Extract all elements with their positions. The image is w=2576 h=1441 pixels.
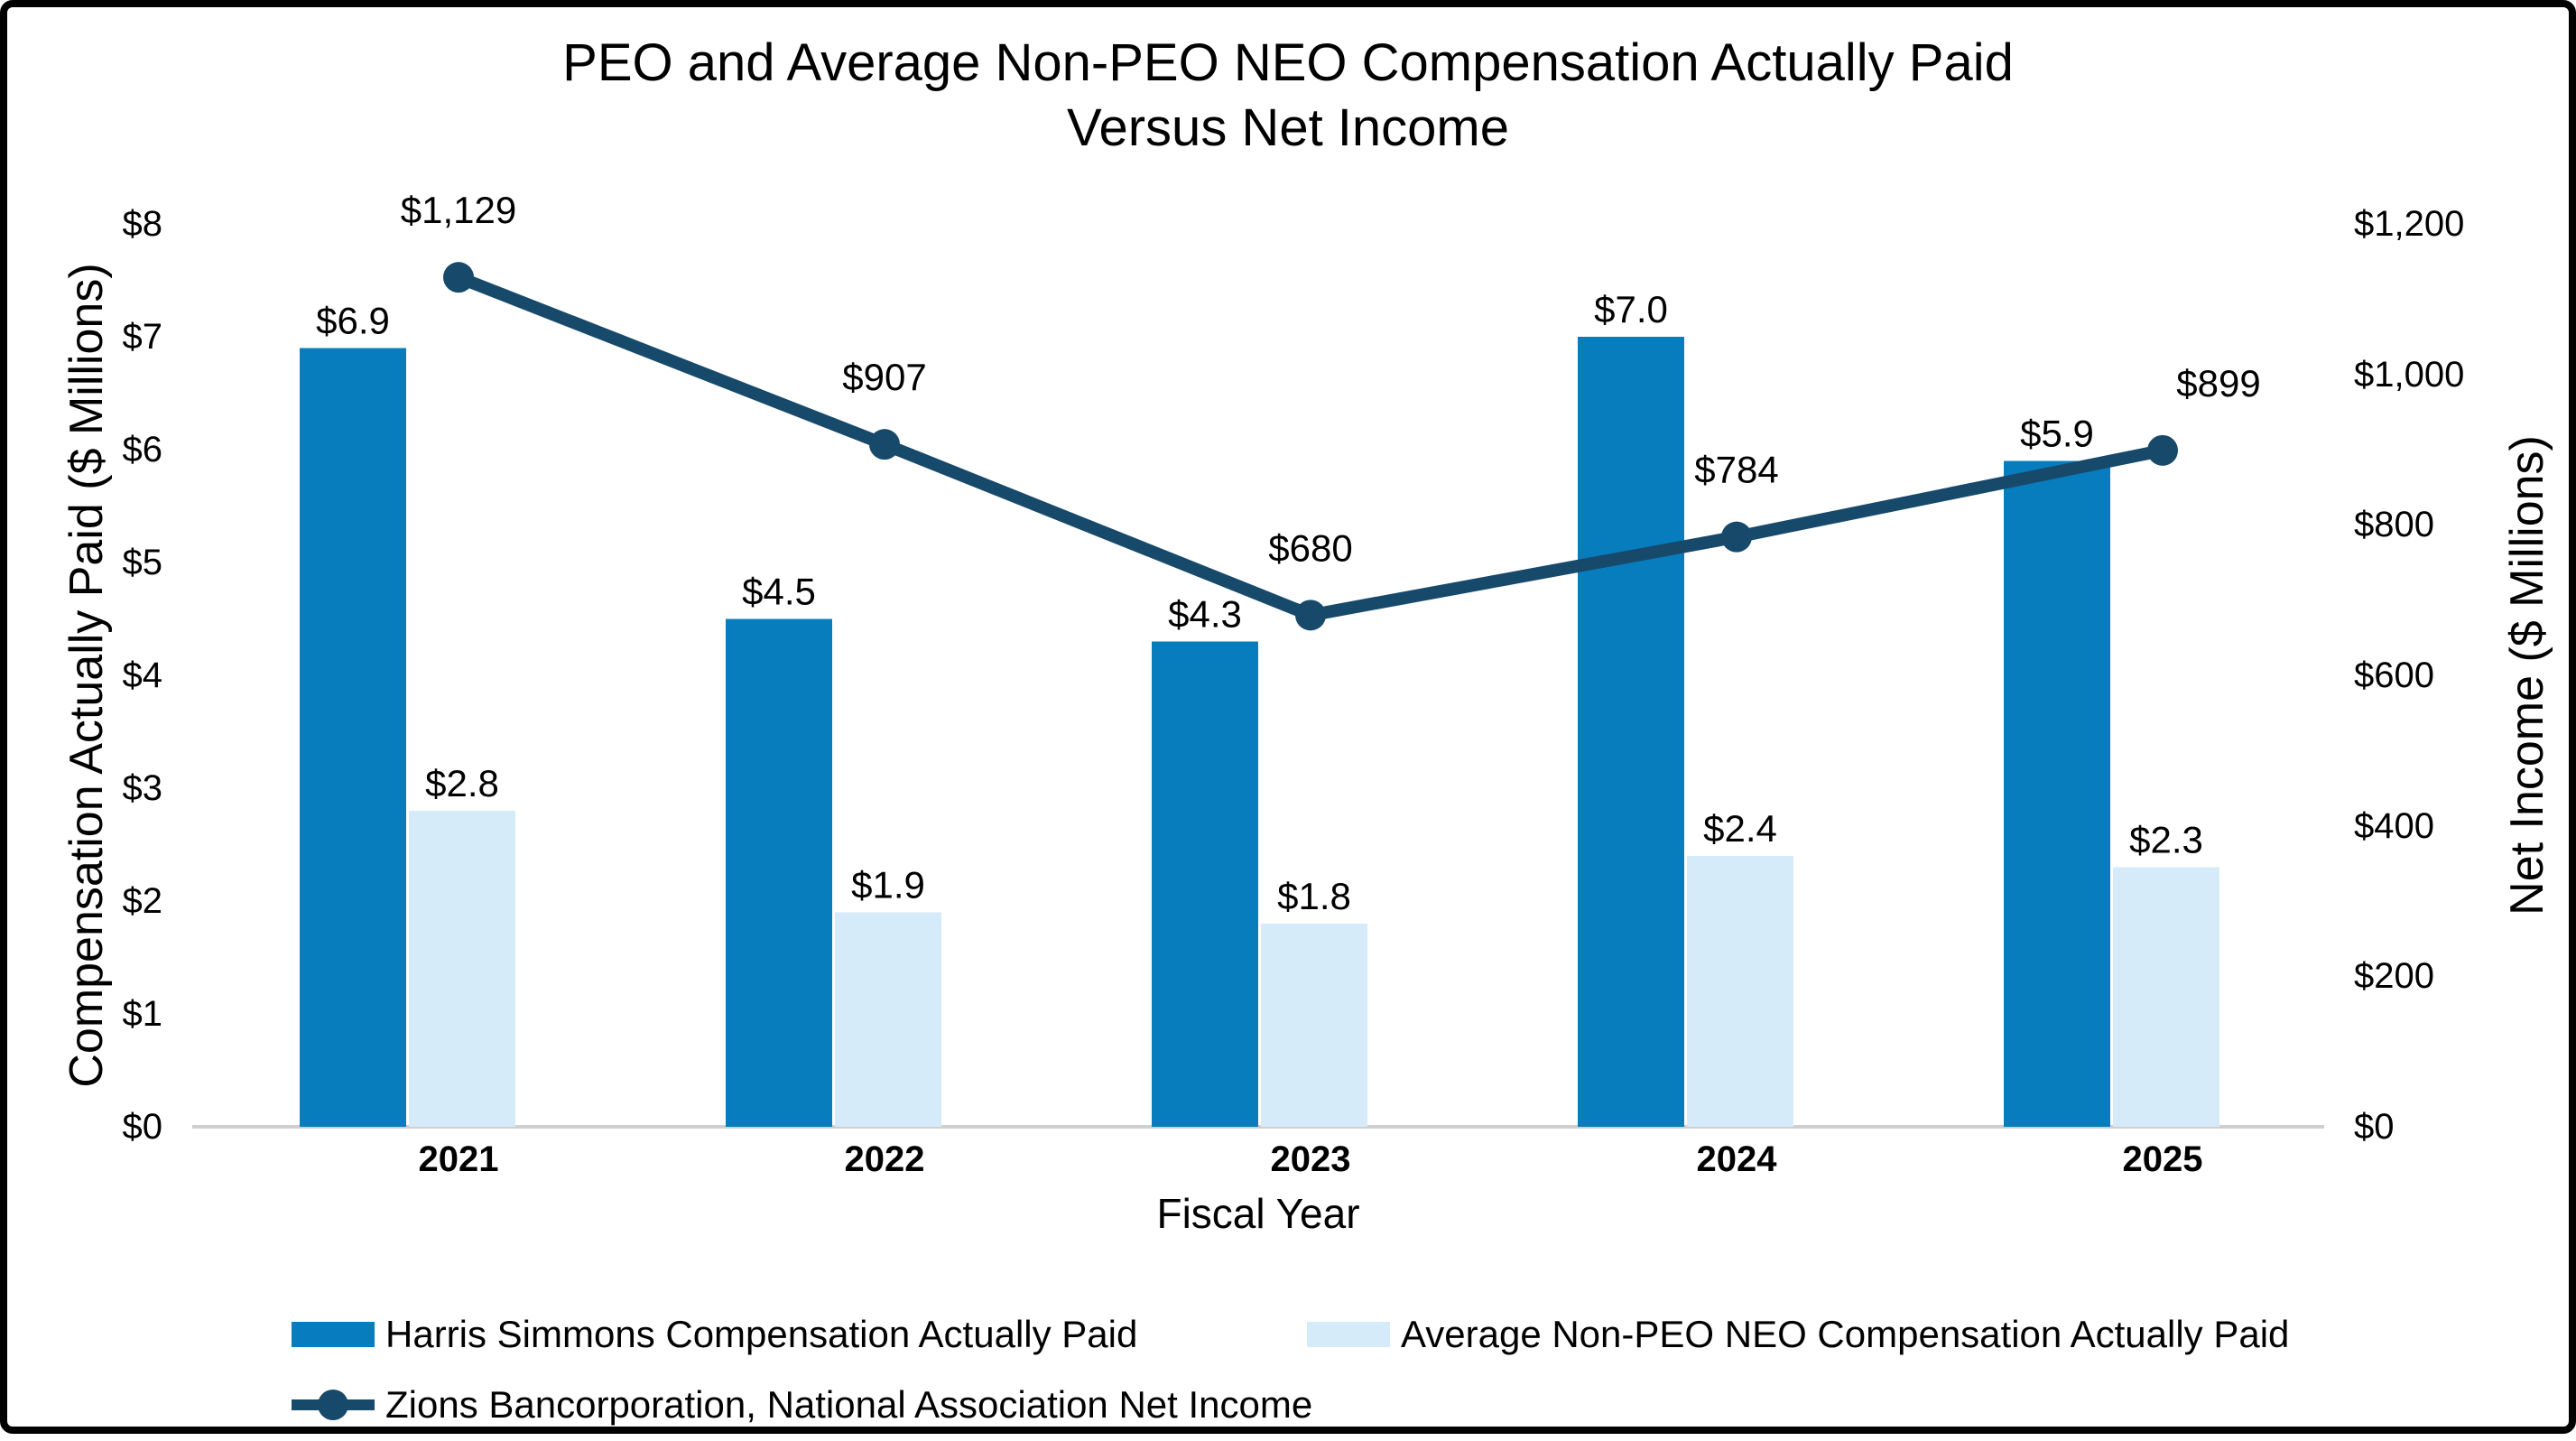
- bar-peo-cap: [1578, 337, 1684, 1127]
- right-axis-tick-label: $400: [2354, 805, 2434, 846]
- bar-nonpeo-cap: [1261, 924, 1367, 1127]
- nonpeo-bar-legend-swatch: [1307, 1322, 1390, 1347]
- bar-peo-cap: [300, 348, 406, 1127]
- chart-title-line-2: Versus Net Income: [1067, 98, 1509, 157]
- right-axis-tick-label: $1,200: [2354, 204, 2465, 244]
- legend-item-nonpeo-cap: Average Non-PEO NEO Compensation Actuall…: [1307, 1313, 2289, 1356]
- legend-label-net-income: Zions Bancorporation, National Associati…: [385, 1383, 1313, 1426]
- bar-nonpeo-value-label: $2.8: [425, 762, 499, 804]
- bar-nonpeo-cap: [2113, 867, 2219, 1127]
- bar-nonpeo-value-label: $2.4: [1703, 807, 1777, 850]
- net-income-marker: [1295, 600, 1326, 631]
- net-income-value-label: $899: [2176, 362, 2260, 404]
- net-income-marker: [869, 429, 900, 460]
- right-axis-tick-label: $600: [2354, 655, 2434, 695]
- legend-line-marker-icon: [318, 1390, 348, 1420]
- net-income-line-legend-key: [292, 1389, 375, 1421]
- legend-label-peo-cap: Harris Simmons Compensation Actually Pai…: [385, 1313, 1138, 1355]
- left-axis-tick-label: $4: [122, 655, 163, 695]
- net-income-value-label: $1,129: [401, 189, 516, 231]
- x-axis-category-label: 2021: [418, 1139, 499, 1179]
- peo-bar-legend-swatch: [292, 1322, 375, 1347]
- legend-item-peo-cap: Harris Simmons Compensation Actually Pai…: [292, 1313, 1137, 1356]
- bar-nonpeo-value-label: $1.8: [1277, 875, 1351, 917]
- bar-peo-value-label: $4.3: [1168, 593, 1242, 636]
- net-income-value-label: $907: [842, 356, 926, 398]
- right-axis-tick-label: $1,000: [2354, 354, 2465, 395]
- right-axis-tick-label: $800: [2354, 505, 2434, 545]
- left-axis-tick-label: $1: [122, 994, 163, 1034]
- left-axis-tick-label: $3: [122, 768, 163, 808]
- net-income-marker: [2147, 434, 2178, 466]
- bar-nonpeo-cap: [835, 912, 941, 1127]
- bar-peo-cap: [1152, 641, 1258, 1127]
- bar-nonpeo-cap: [1687, 856, 1793, 1127]
- x-axis-category-label: 2022: [844, 1139, 925, 1179]
- x-axis-category-label: 2024: [1696, 1139, 1777, 1179]
- x-axis-category-label: 2025: [2122, 1139, 2203, 1179]
- net-income-value-label: $784: [1694, 449, 1778, 491]
- left-axis-tick-label: $6: [122, 430, 163, 469]
- left-axis-tick-label: $8: [122, 204, 163, 244]
- plot-area: $6.9 $2.8 $4.5 $1.9 $4.3 $1.8 $7.0 $2.4 $5.9 $2.3…: [192, 189, 2324, 1129]
- bar-peo-value-label: $6.9: [316, 300, 390, 342]
- chart-title-line-1: PEO and Average Non-PEO NEO Compensation…: [562, 33, 2014, 92]
- bar-peo-cap: [726, 618, 832, 1127]
- x-axis-category-label: 2023: [1270, 1139, 1351, 1179]
- net-income-marker: [1721, 521, 1752, 553]
- bar-peo-cap: [2004, 460, 2110, 1127]
- bar-peo-value-label: $7.0: [1594, 288, 1668, 330]
- left-axis-tick-label: $7: [122, 317, 163, 357]
- left-axis-tick-label: $5: [122, 543, 163, 582]
- bar-peo-value-label: $4.5: [742, 571, 816, 613]
- net-income-marker: [443, 262, 474, 293]
- bar-peo-value-label: $5.9: [2020, 413, 2094, 455]
- bar-nonpeo-cap: [409, 811, 515, 1127]
- left-axis-tick-label: $2: [122, 881, 163, 921]
- right-axis-tick-label: $200: [2354, 956, 2434, 997]
- bar-nonpeo-value-label: $2.3: [2129, 819, 2203, 861]
- left-axis-tick-label: $0: [122, 1107, 163, 1147]
- bar-nonpeo-value-label: $1.9: [851, 864, 925, 906]
- right-axis-tick-label: $0: [2354, 1107, 2395, 1147]
- x-axis-title: Fiscal Year: [1156, 1190, 1360, 1237]
- legend-item-net-income: Zions Bancorporation, National Associati…: [292, 1383, 1312, 1427]
- net-income-value-label: $680: [1268, 526, 1352, 569]
- legend-label-nonpeo-cap: Average Non-PEO NEO Compensation Actuall…: [1401, 1313, 2290, 1355]
- chart-title: PEO and Average Non-PEO NEO Compensation…: [7, 31, 2569, 161]
